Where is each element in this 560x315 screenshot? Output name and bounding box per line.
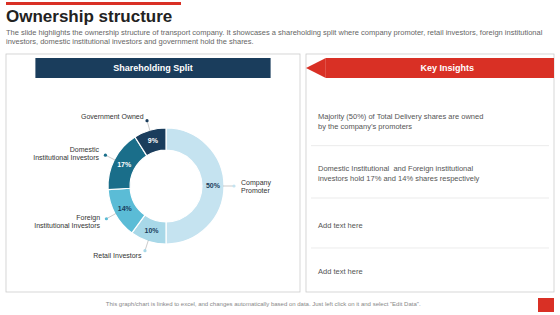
data-label: 9% bbox=[148, 137, 159, 144]
text-line: Promoter bbox=[241, 187, 270, 194]
title: Ownership structure bbox=[6, 7, 172, 26]
text-line: Domestic bbox=[70, 146, 100, 153]
subtitle: The slide highlights the ownership struc… bbox=[6, 28, 543, 46]
separator bbox=[311, 197, 549, 198]
chart: Ownership structure The slide highlights … bbox=[0, 0, 560, 315]
data-label: 10% bbox=[144, 227, 159, 234]
leader-line bbox=[223, 186, 234, 187]
leader-line bbox=[147, 121, 150, 132]
text-line: investors hold 17% and 14% shares respec… bbox=[318, 174, 480, 183]
category-label: ForeignInstitutional Investors bbox=[34, 214, 100, 229]
data-label: 14% bbox=[118, 205, 133, 212]
donut: 50% 10% 14% 17% 9% CompanyPromoter Retail Inve… bbox=[33, 113, 271, 260]
text-line: The slide highlights the ownership struc… bbox=[6, 28, 543, 37]
panel-header-arrow bbox=[306, 58, 326, 78]
slice bbox=[108, 188, 145, 233]
panel-header bbox=[326, 58, 554, 78]
leader-line bbox=[106, 213, 116, 218]
panel bbox=[6, 54, 300, 292]
insight: Add text here bbox=[318, 267, 363, 276]
panel-header bbox=[35, 58, 270, 78]
text-line: Foreign bbox=[76, 214, 100, 222]
leader-line bbox=[145, 240, 148, 250]
footer: This graph/chart is linked to excel, and… bbox=[106, 301, 421, 307]
text-line: Institutional Investors bbox=[34, 222, 100, 229]
category-label: DomesticInstitutional Investors bbox=[33, 146, 99, 161]
accent-square bbox=[538, 298, 554, 312]
text-line: investors, domestic institutional invest… bbox=[6, 37, 254, 46]
separator bbox=[311, 247, 549, 248]
insight: Add text here bbox=[318, 221, 363, 230]
category-label: Retail Investors bbox=[93, 252, 142, 259]
panel-title: Key Insights bbox=[421, 63, 475, 73]
text-line: Domestic Institutional and Foreign insti… bbox=[318, 164, 473, 173]
data-label: 50% bbox=[206, 182, 221, 189]
text-line: Majority (50%) of Total Delivery shares … bbox=[318, 112, 483, 121]
insight: Majority (50%) of Total Delivery shares … bbox=[318, 112, 483, 131]
text-line: Institutional Investors bbox=[33, 154, 99, 161]
text-line: by the company’s promoters bbox=[318, 122, 412, 131]
text-line: Government Owned bbox=[81, 113, 144, 120]
text-line: Add text here bbox=[318, 221, 363, 230]
leader-dot bbox=[143, 249, 146, 252]
slice bbox=[135, 128, 166, 156]
accent-bar bbox=[6, 2, 181, 5]
text-line: Add text here bbox=[318, 267, 363, 276]
category-label: Government Owned bbox=[81, 113, 144, 120]
text-line: Company bbox=[241, 179, 271, 187]
leader-dot bbox=[145, 119, 148, 122]
separator bbox=[311, 145, 549, 146]
leader-dot bbox=[105, 217, 108, 220]
text-line: Retail Investors bbox=[93, 252, 142, 259]
category-label: CompanyPromoter bbox=[241, 179, 271, 194]
leader-line bbox=[105, 155, 115, 160]
leader-dot bbox=[232, 184, 235, 187]
panel bbox=[306, 54, 554, 292]
slice bbox=[166, 128, 224, 244]
data-label: 17% bbox=[117, 161, 132, 168]
panel-title: Shareholding Split bbox=[113, 63, 193, 73]
insight: Domestic Institutional and Foreign insti… bbox=[318, 164, 480, 183]
leader-dot bbox=[104, 154, 107, 157]
